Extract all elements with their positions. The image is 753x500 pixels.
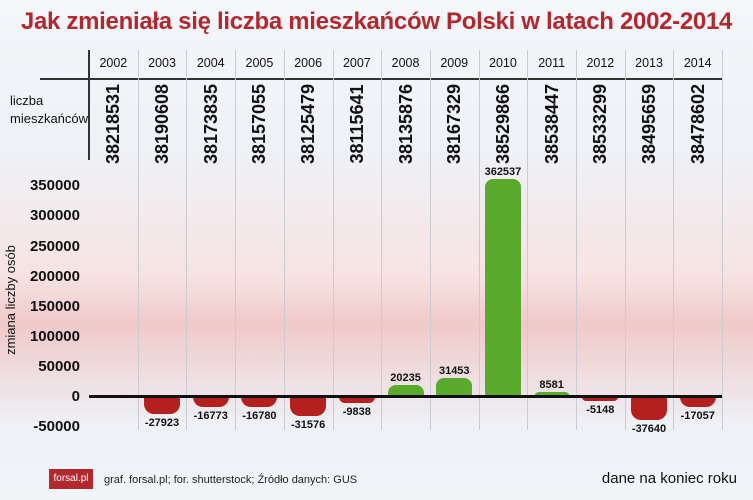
population-value: 38190608 [152, 83, 173, 165]
value-label: -17057 [680, 410, 715, 423]
population-cell: 38529866 [479, 84, 528, 164]
bar-2006 [290, 397, 327, 416]
bar-2004 [192, 397, 229, 408]
value-label: -27923 [144, 416, 180, 429]
value-label: 20235 [390, 371, 421, 384]
year-header: 2013 [635, 56, 663, 70]
year-header: 2007 [342, 56, 371, 70]
year-header: 2006 [294, 56, 323, 70]
value-label: -31576 [291, 419, 326, 431]
population-value: 38115641 [346, 84, 367, 164]
value-label: 31453 [438, 365, 470, 378]
table-horizontal-divider [40, 78, 722, 80]
column-gridline [673, 50, 675, 430]
population-cell: 38538447 [527, 84, 576, 164]
bar-2010 [484, 178, 521, 397]
row-label-line2: mieszkańców [10, 111, 89, 126]
y-tick-label: 300000 [29, 207, 80, 225]
bar-2009 [436, 378, 473, 397]
column-gridline [137, 50, 139, 430]
y-tick-label: 150000 [29, 297, 80, 315]
forsal-logo: forsal.pl [49, 469, 93, 489]
population-cell: 38167329 [430, 84, 479, 164]
credits: graf. forsal.pl; for. shutterstock; Źród… [104, 474, 358, 486]
column-gridline [332, 50, 334, 430]
column-gridline [722, 50, 724, 430]
population-cell: 38533299 [576, 84, 625, 164]
y-tick-label: 100000 [29, 327, 80, 345]
bar-2005 [241, 397, 278, 408]
value-label: -5148 [586, 404, 615, 416]
value-label: 362537 [484, 165, 522, 178]
population-value: 38218531 [103, 83, 124, 165]
year-header: 2008 [391, 56, 420, 70]
year-header: 2009 [440, 56, 469, 70]
column-gridline [478, 50, 480, 430]
y-axis-label: zmiana liczby osób [3, 245, 18, 355]
value-label: 8581 [539, 378, 564, 391]
column-gridline [235, 50, 237, 430]
population-cell: 38157055 [235, 84, 284, 164]
population-value: 38135876 [395, 83, 416, 165]
zero-line [89, 395, 722, 398]
population-cell: 38478602 [673, 84, 722, 164]
column-gridline [624, 50, 626, 430]
bar-2012 [582, 397, 619, 401]
value-label: -37640 [631, 422, 667, 435]
column-gridline [429, 50, 431, 430]
column-gridline [186, 50, 188, 430]
year-header: 2014 [683, 56, 712, 70]
population-value: 38157055 [249, 83, 270, 165]
year-header: 2003 [148, 56, 176, 70]
y-tick-label: 250000 [29, 237, 80, 255]
row-label: liczba mieszkańców [10, 92, 88, 128]
bar-2011 [533, 391, 570, 397]
population-value: 38533299 [590, 83, 611, 165]
population-cell: 38125479 [284, 84, 333, 164]
column-gridline [381, 50, 383, 430]
population-cell: 38115641 [333, 84, 382, 164]
column-gridline [283, 50, 285, 430]
row-label-line1: liczba [10, 93, 44, 108]
value-label: -16773 [193, 410, 228, 423]
y-tick-label: 350000 [29, 177, 80, 195]
y-tick-label: -50000 [33, 418, 80, 436]
population-value: 38478602 [687, 83, 708, 165]
population-value: 38529866 [492, 83, 513, 165]
year-header: 2005 [245, 56, 274, 70]
column-gridline [527, 50, 529, 430]
y-tick-label: 0 [71, 388, 80, 405]
population-value: 38495659 [639, 83, 660, 165]
year-header: 2011 [538, 56, 566, 70]
value-label: -9838 [342, 405, 371, 418]
population-value: 38538447 [541, 83, 562, 165]
bar-2013 [631, 397, 668, 420]
population-value: 38167329 [444, 83, 465, 165]
y-tick-label: 200000 [29, 267, 80, 285]
year-header: 2002 [99, 56, 128, 70]
year-header: 2010 [489, 56, 517, 70]
population-value: 38173835 [200, 83, 221, 165]
chart-title: Jak zmieniała się liczba mieszkańców Pol… [20, 8, 733, 35]
bar-2003 [144, 397, 181, 414]
y-tick-label: 50000 [38, 357, 80, 375]
population-cell: 38190608 [138, 84, 187, 164]
year-header: 2004 [196, 56, 225, 70]
bar-2008 [387, 384, 424, 397]
year-header: 2012 [586, 56, 615, 70]
population-cell: 38135876 [381, 84, 430, 164]
population-cell: 38173835 [186, 84, 235, 164]
value-label: -16780 [242, 410, 277, 423]
population-value: 38125479 [298, 83, 319, 165]
note: dane na koniec roku [601, 470, 737, 487]
bar-2007 [338, 397, 375, 403]
population-cell: 38218531 [89, 84, 138, 164]
population-cell: 38495659 [625, 84, 674, 164]
bar-2014 [679, 397, 716, 408]
table-vertical-divider [88, 50, 90, 160]
column-gridline [576, 50, 577, 430]
